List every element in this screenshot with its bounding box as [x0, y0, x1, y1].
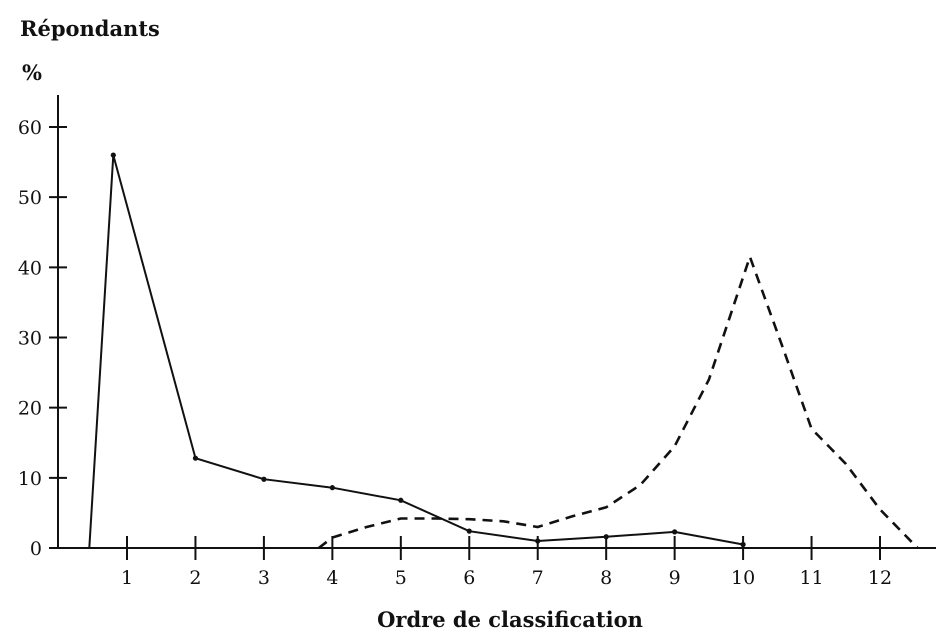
y-tick-label: 60: [18, 117, 42, 139]
data-point: [740, 541, 746, 548]
data-point: [192, 455, 199, 461]
y-tick-label: 40: [18, 257, 42, 279]
x-tick-label: 5: [395, 567, 407, 589]
x-tick-label: 4: [326, 567, 338, 589]
data-point: [535, 538, 541, 544]
data-point: [110, 152, 116, 158]
data-point: [398, 497, 404, 503]
y-axis-label-unit: %: [22, 60, 42, 85]
y-tick-label: 10: [18, 468, 42, 490]
x-axis-label: Ordre de classification: [377, 607, 643, 632]
x-tick-label: 9: [669, 567, 681, 589]
x-tick-label: 3: [258, 567, 270, 589]
x-tick-label: 1: [121, 567, 133, 589]
y-axis-label-title: Répondants: [20, 16, 160, 41]
data-point: [466, 528, 472, 534]
y-tick-label: 0: [30, 538, 42, 560]
x-tick-label: 2: [189, 567, 201, 589]
x-tick-label: 6: [463, 567, 475, 589]
x-tick-label: 8: [600, 567, 612, 589]
y-tick-label: 30: [18, 328, 42, 350]
x-tick-label: 12: [868, 567, 892, 589]
x-tick-label: 10: [731, 567, 755, 589]
y-tick-label: 20: [18, 398, 42, 420]
x-tick-label: 11: [799, 567, 823, 589]
data-point: [329, 485, 335, 491]
series-layer: [88, 152, 919, 550]
data-point: [261, 476, 267, 482]
data-point: [672, 529, 678, 535]
series-line-2: [317, 252, 919, 550]
x-tick-label: 7: [532, 567, 544, 589]
data-point: [603, 534, 609, 540]
series-line-1: [88, 154, 744, 549]
y-tick-label: 50: [18, 187, 42, 209]
